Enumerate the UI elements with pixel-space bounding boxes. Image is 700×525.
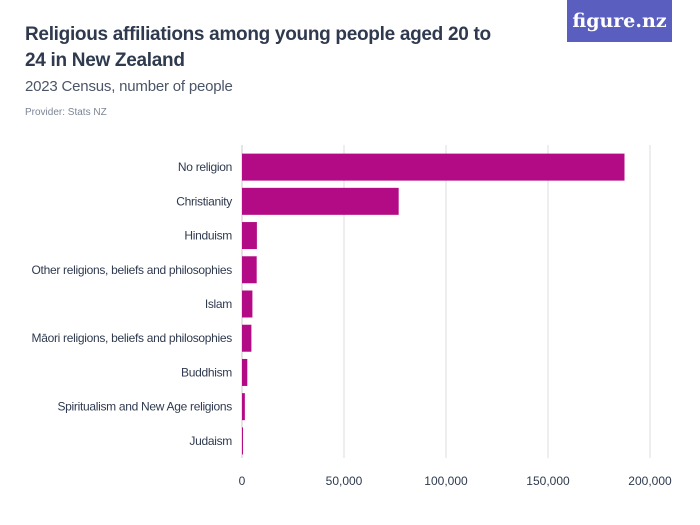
- bar[interactable]: [242, 153, 625, 181]
- chart-subtitle: 2023 Census, number of people: [25, 78, 233, 95]
- bar[interactable]: [242, 256, 257, 284]
- x-tick-label: 100,000: [424, 474, 468, 488]
- bar[interactable]: [242, 187, 399, 215]
- category-label: Spiritualism and New Age religions: [57, 400, 232, 414]
- category-label: Other religions, beliefs and philosophie…: [32, 263, 233, 277]
- bar[interactable]: [242, 290, 253, 318]
- category-label: Māori religions, beliefs and philosophie…: [32, 331, 233, 345]
- category-label: Hinduism: [184, 229, 232, 243]
- x-tick-label: 200,000: [628, 474, 672, 488]
- bar[interactable]: [242, 393, 245, 421]
- category-label: Christianity: [176, 194, 232, 208]
- provider-label: Provider: Stats NZ: [25, 107, 107, 118]
- figure-nz-logo[interactable]: figure.nz: [567, 0, 672, 42]
- category-label: Buddhism: [181, 365, 232, 379]
- x-tick-label: 50,000: [326, 474, 363, 488]
- bar[interactable]: [242, 324, 252, 352]
- category-label: Islam: [205, 297, 232, 311]
- bar[interactable]: [242, 358, 248, 386]
- category-label: No religion: [178, 160, 232, 174]
- x-tick-label: 150,000: [526, 474, 570, 488]
- bar[interactable]: [242, 222, 257, 250]
- chart-title: Religious affiliations among young peopl…: [25, 24, 491, 71]
- bar[interactable]: [242, 427, 243, 455]
- category-label: Judaism: [189, 434, 232, 448]
- x-tick-label: 0: [239, 474, 246, 488]
